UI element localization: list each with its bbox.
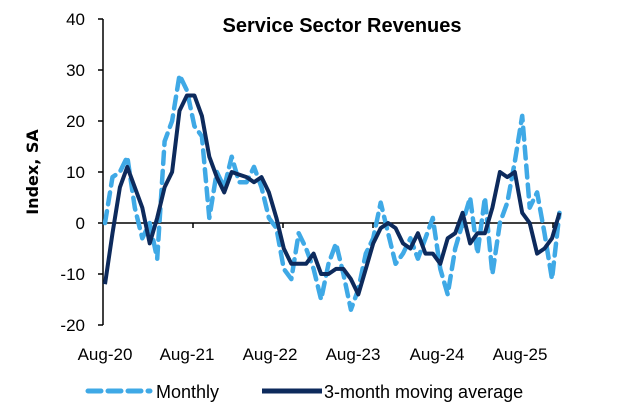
series-line-monthly [102,72,562,312]
x-tick-label: Aug-20 [78,345,133,364]
y-tick-label: -10 [60,265,85,284]
x-tick-label: Aug-24 [410,345,465,364]
y-tick-label: 30 [66,61,85,80]
x-tick-label: Aug-23 [326,345,381,364]
x-tick-label: Aug-22 [243,345,298,364]
x-tick-label: Aug-25 [493,345,548,364]
legend-label-moving-average: 3-month moving average [324,382,523,402]
y-tick-label: -20 [60,316,85,335]
y-tick-label: 0 [76,214,85,233]
legend-label-monthly: Monthly [156,382,219,402]
x-axis-ticks: Aug-20 Aug-21 Aug-22 Aug-23 Aug-24 Aug-25 [78,223,554,364]
y-tick-label: 20 [66,112,85,131]
chart-title: Service Sector Revenues [222,15,461,37]
y-axis-ticks: -20 -10 0 10 20 30 40 [60,10,103,335]
series-layer [102,72,562,312]
series-line-moving-average [103,93,562,297]
y-tick-label: 10 [66,163,85,182]
y-tick-label: 40 [66,10,85,29]
legend: Monthly 3-month moving average [85,382,523,402]
x-tick-label: Aug-21 [160,345,215,364]
y-axis-label: Index, SA [23,129,42,215]
